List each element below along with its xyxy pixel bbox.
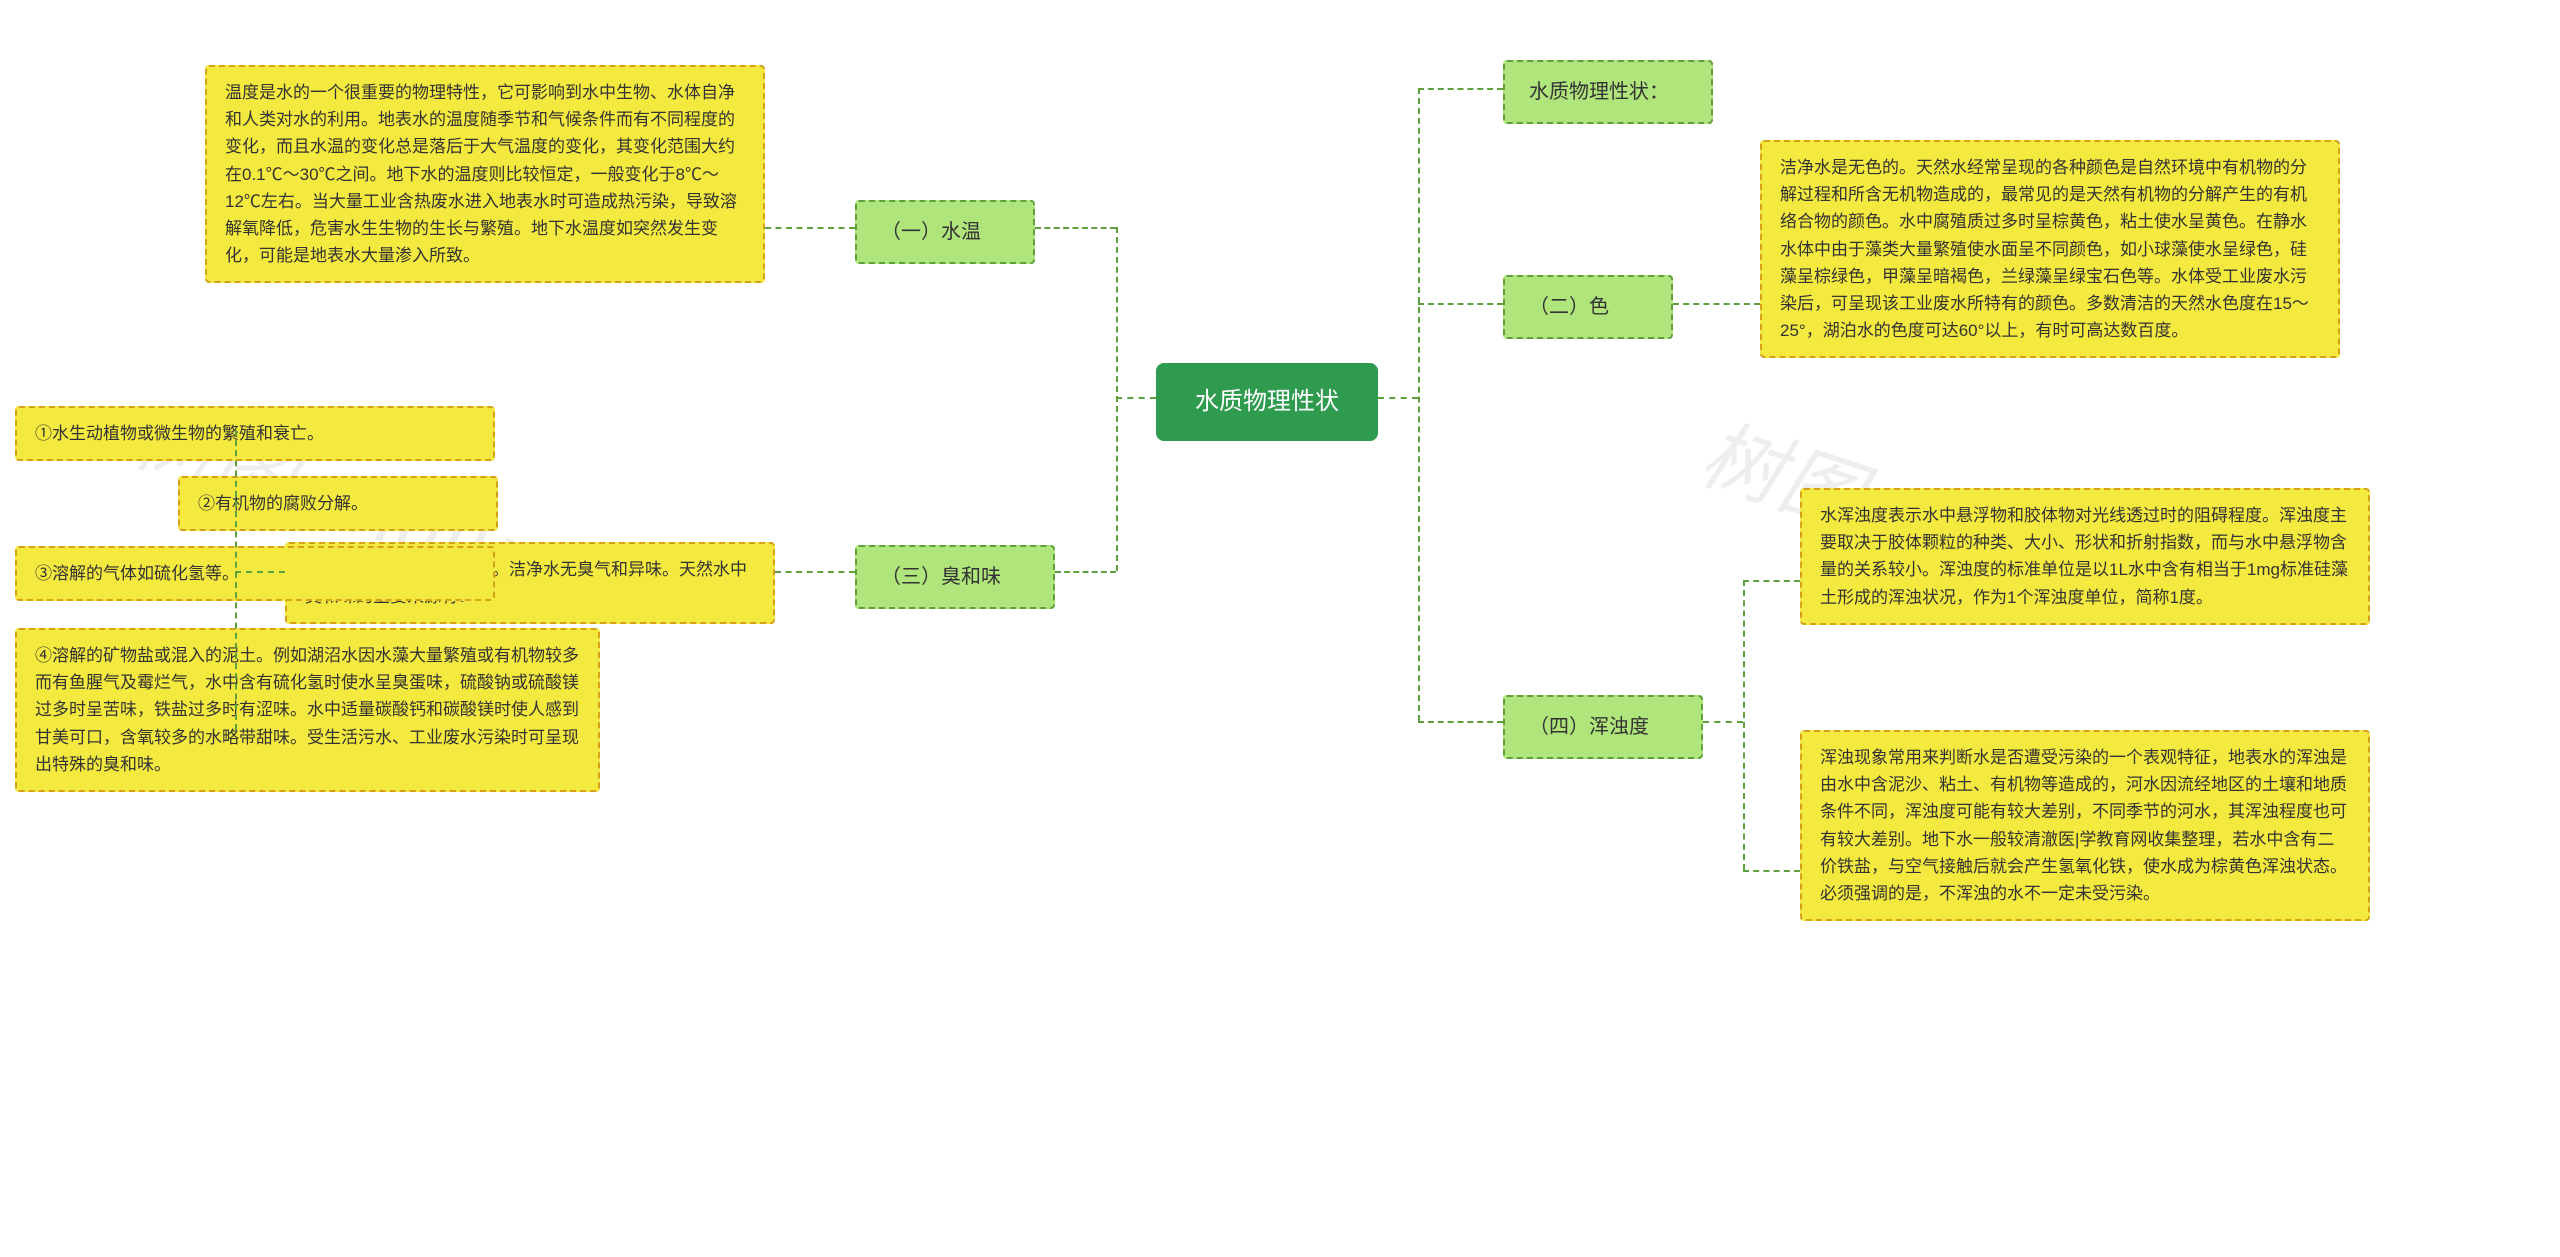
branch-5-leaf-2: 浑浊现象常用来判断水是否遭受污染的一个表观特征，地表水的浑浊是由水中含泥沙、粘土… (1800, 730, 2370, 921)
branch-5-leaf-1: 水浑浊度表示水中悬浮物和胶体物对光线透过时的阻碍程度。浑浊度主要取决于胶体颗粒的… (1800, 488, 2370, 625)
branch-1-label: （一）水温 (855, 200, 1035, 264)
center-node: 水质物理性状 (1156, 363, 1378, 441)
connector (1378, 397, 1418, 399)
connector (775, 571, 855, 573)
branch-4-leaf-1: ①水生动植物或微生物的繁殖和衰亡。 (15, 406, 495, 461)
connector (1035, 227, 1116, 229)
connector (1743, 870, 1800, 872)
branch-3-label: （二）色 (1503, 275, 1673, 339)
branch-5-label: （四）浑浊度 (1503, 695, 1703, 759)
branch-1-leaf-1: 温度是水的一个很重要的物理特性，它可影响到水中生物、水体自净和人类对水的利用。地… (205, 65, 765, 283)
connector (1418, 721, 1503, 723)
connector (1703, 721, 1743, 723)
connector (1743, 580, 1745, 870)
branch-4-leaf-2: ②有机物的腐败分解。 (178, 476, 498, 531)
branch-3-leaf-1: 洁净水是无色的。天然水经常呈现的各种颜色是自然环境中有机物的分解过程和所含无机物… (1760, 140, 2340, 358)
branch-4-label: （三）臭和味 (855, 545, 1055, 609)
connector (1116, 397, 1156, 399)
connector (1116, 227, 1118, 571)
connector (1418, 303, 1503, 305)
connector (1673, 303, 1760, 305)
connector (765, 227, 855, 229)
connector (1743, 580, 1800, 582)
branch-2-label: 水质物理性状： (1503, 60, 1713, 124)
connector (1418, 88, 1420, 721)
branch-4-leaf-4: ④溶解的矿物盐或混入的泥土。例如湖沼水因水藻大量繁殖或有机物较多而有鱼腥气及霉烂… (15, 628, 600, 792)
branch-4-leaf-3: ③溶解的气体如硫化氢等。 (15, 546, 495, 601)
connector (1418, 88, 1503, 90)
connector (1055, 571, 1116, 573)
